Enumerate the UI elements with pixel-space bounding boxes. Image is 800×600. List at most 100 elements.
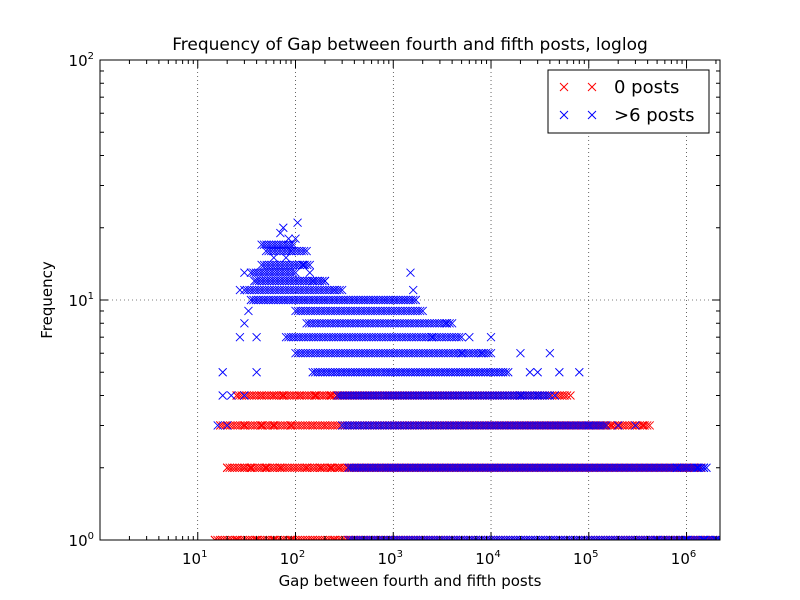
- legend-marker: [587, 82, 597, 92]
- x-tick-base: 10: [280, 550, 299, 568]
- x-tick-label: 103: [378, 549, 403, 568]
- x-tick-exponent: 1: [201, 549, 207, 560]
- data-point: [477, 348, 486, 358]
- data-point: [682, 463, 691, 473]
- data-point: [617, 421, 627, 430]
- data-point: [638, 421, 648, 430]
- data-point: [299, 246, 309, 256]
- legend-label: >6 posts: [614, 105, 695, 126]
- data-point: [320, 276, 330, 286]
- data-point: [276, 228, 285, 238]
- data-point: [645, 421, 655, 430]
- data-point: [566, 391, 575, 400]
- data-point: [250, 276, 259, 286]
- x-tick-exponent: 4: [494, 549, 500, 560]
- series-1: [213, 218, 720, 540]
- x-axis-label: Gap between fourth and fifth posts: [278, 572, 542, 590]
- data-point: [628, 421, 637, 430]
- data-point: [457, 332, 466, 342]
- data-point: [291, 234, 300, 244]
- data-point: [252, 367, 261, 377]
- data-point: [244, 306, 253, 316]
- data-point: [501, 367, 511, 377]
- data-point: [218, 367, 228, 377]
- data-point: [525, 367, 535, 377]
- data-point: [503, 367, 513, 377]
- data-point: [305, 260, 315, 270]
- data-point: [415, 306, 425, 316]
- data-point: [702, 463, 711, 473]
- data-point: [232, 535, 241, 540]
- y-tick-label: 102: [69, 51, 94, 70]
- data-point: [550, 391, 560, 400]
- data-point: [465, 332, 474, 342]
- data-point: [286, 246, 296, 256]
- data-point: [210, 535, 220, 540]
- data-point: [281, 253, 291, 263]
- data-point: [218, 391, 228, 400]
- y-tick-base: 10: [69, 52, 88, 70]
- data-point: [406, 268, 415, 277]
- data-point: [562, 391, 572, 400]
- data-point: [252, 332, 261, 342]
- data-point: [584, 421, 594, 430]
- y-tick-exponent: 0: [88, 531, 94, 542]
- data-point: [311, 391, 320, 400]
- legend-marker: [559, 110, 569, 120]
- data-point: [286, 535, 296, 540]
- data-point: [693, 463, 702, 473]
- x-tick-base: 10: [671, 550, 690, 568]
- data-point: [257, 421, 266, 430]
- y-tick-label: 101: [69, 291, 94, 310]
- data-point: [320, 421, 330, 430]
- data-point: [672, 463, 682, 473]
- data-point: [302, 246, 311, 256]
- x-tick-exponent: 2: [299, 549, 305, 560]
- data-point: [555, 367, 564, 377]
- data-point: [486, 332, 496, 342]
- data-point: [213, 421, 223, 430]
- data-point: [308, 421, 318, 430]
- data-point: [411, 295, 421, 305]
- x-tick-base: 10: [475, 550, 494, 568]
- data-point: [334, 463, 344, 473]
- data-point: [326, 391, 336, 400]
- data-point: [215, 421, 225, 430]
- x-tick-exponent: 6: [690, 549, 696, 560]
- data-point: [286, 240, 296, 250]
- legend-marker: [587, 110, 597, 120]
- y-tick-base: 10: [69, 292, 88, 310]
- legend-label: 0 posts: [614, 77, 679, 98]
- data-point: [601, 421, 611, 430]
- chart-title: Frequency of Gap between fourth and fift…: [172, 35, 648, 55]
- legend-marker: [559, 82, 569, 92]
- data-point: [699, 463, 709, 473]
- data-point: [486, 348, 496, 358]
- data-point: [240, 421, 249, 430]
- data-point: [516, 391, 525, 400]
- data-point: [240, 391, 249, 400]
- data-point: [226, 391, 236, 400]
- data-point: [533, 391, 542, 400]
- data-point: [302, 260, 312, 270]
- data-point: [298, 260, 308, 270]
- x-tick-base: 10: [378, 550, 397, 568]
- data-point: [269, 391, 279, 400]
- data-point: [235, 285, 245, 295]
- data-point: [408, 295, 418, 305]
- data-point: [269, 535, 279, 540]
- data-point: [418, 306, 428, 316]
- data-point: [269, 421, 279, 430]
- data-point: [222, 421, 232, 430]
- data-point: [269, 253, 279, 263]
- data-point: [276, 463, 285, 473]
- data-point: [318, 276, 327, 286]
- data-point: [293, 218, 302, 227]
- data-point: [278, 391, 288, 400]
- x-tick-label: 106: [671, 549, 696, 568]
- x-tick-label: 104: [475, 549, 500, 568]
- data-point: [246, 463, 256, 473]
- data-point: [442, 318, 451, 328]
